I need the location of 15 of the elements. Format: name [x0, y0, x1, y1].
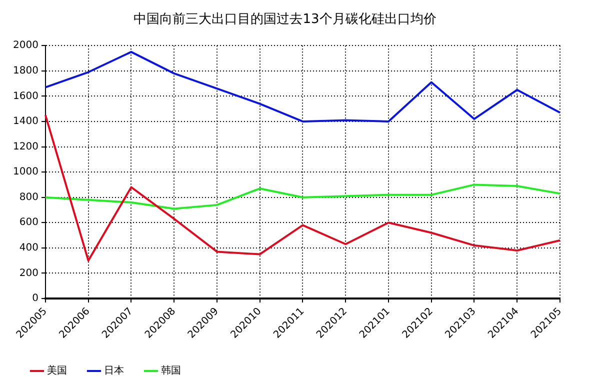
- y-tick-label: 1600: [12, 90, 38, 102]
- y-tick-label: 1000: [12, 166, 38, 178]
- y-tick-label: 800: [19, 192, 38, 203]
- y-tick-label: 400: [19, 242, 38, 254]
- y-tick-label: 1800: [12, 65, 38, 76]
- y-tick-label: 200: [19, 268, 38, 279]
- y-tick-label: 1200: [12, 141, 38, 152]
- y-tick-label: 2000: [12, 40, 38, 52]
- legend-label: 美国: [47, 364, 67, 377]
- y-tick-label: 0: [32, 293, 38, 304]
- legend-label: 韩国: [161, 364, 181, 377]
- legend-label: 日本: [104, 364, 124, 377]
- chart-title: 中国向前三大出口目的国过去13个月碳化硅出口均价: [134, 12, 436, 28]
- y-tick-label: 1400: [12, 116, 38, 128]
- y-tick-label: 600: [19, 217, 38, 228]
